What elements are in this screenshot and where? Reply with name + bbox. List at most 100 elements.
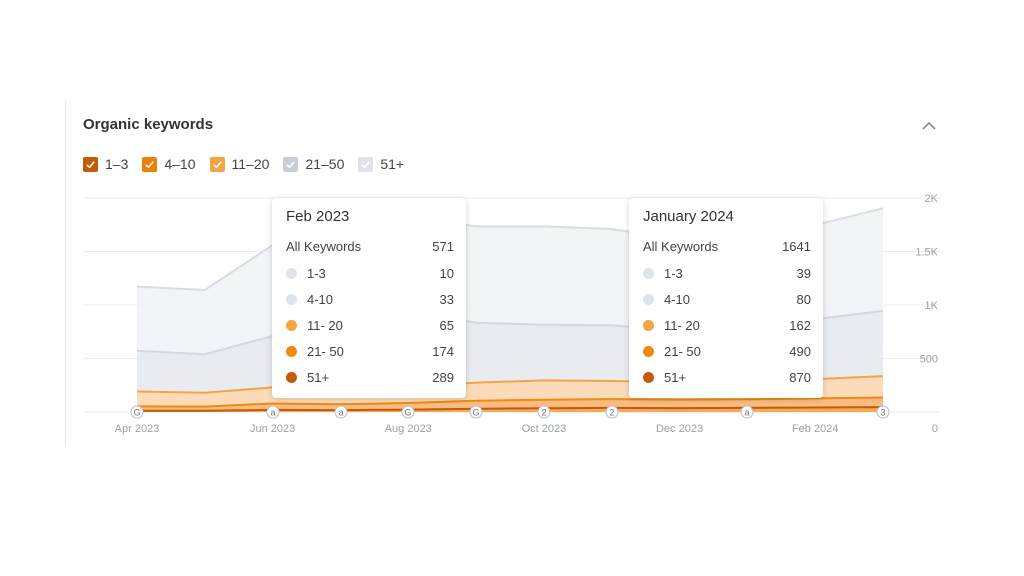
tooltip-row-value: 490	[789, 343, 811, 359]
event-marker-label: a	[270, 408, 275, 418]
organic-keywords-panel	[65, 100, 946, 445]
event-marker-label: a	[744, 408, 749, 418]
tooltip-row-label: 51+	[664, 369, 687, 385]
event-marker-icon[interactable]: a	[334, 405, 348, 419]
tooltip-row-value: 571	[432, 238, 454, 254]
series-dot-icon	[643, 345, 654, 357]
y-tick-label: 2K	[925, 193, 939, 205]
tooltip-row: 21- 50 490	[643, 338, 811, 364]
tooltip-row-value: 39	[796, 265, 811, 281]
tooltip-row: 4-10 33	[286, 286, 454, 312]
tooltip-row: 4-10 80	[643, 286, 811, 312]
event-marker-icon[interactable]: 3	[876, 405, 890, 419]
tooltip-row: 1-3 39	[643, 260, 811, 286]
tooltip-row-value: 80	[796, 291, 811, 307]
checkbox-icon[interactable]	[142, 156, 158, 172]
tooltip-row-label: 1-3	[307, 265, 326, 281]
tooltip-row: 1-3 10	[286, 260, 454, 286]
event-marker-icon[interactable]: a	[266, 405, 280, 419]
legend-label: 4–10	[164, 156, 196, 172]
checkbox-icon[interactable]	[283, 156, 299, 172]
tooltip-row: 51+ 289	[286, 364, 454, 390]
tooltip-row-label: 11- 20	[307, 317, 343, 333]
legend-label: 1–3	[105, 156, 129, 172]
event-marker-label: G	[133, 408, 140, 418]
event-marker-label: 2	[609, 408, 614, 418]
tooltip-january-2024: January 2024 All Keywords 1641 1-3 39 4-10 80 1…	[629, 198, 823, 398]
legend-item-3[interactable]: 21–50	[283, 156, 344, 172]
series-dot-icon	[643, 293, 654, 305]
x-tick-label: Dec 2023	[656, 423, 703, 435]
tooltip-heading: Feb 2023	[286, 208, 350, 225]
legend-label: 11–20	[231, 156, 270, 172]
tooltip-heading: January 2024	[643, 208, 734, 225]
tooltip-row-label: 51+	[307, 369, 330, 385]
checkbox-icon[interactable]	[209, 156, 225, 172]
x-tick-label: Oct 2023	[522, 423, 567, 435]
legend-item-4[interactable]: 51+	[358, 156, 404, 172]
x-tick-label: Feb 2024	[792, 423, 838, 435]
series-dot-icon	[643, 371, 654, 383]
event-marker-icon[interactable]: G	[469, 405, 483, 419]
series-dot-icon	[286, 371, 297, 383]
checkbox-icon[interactable]	[83, 156, 98, 172]
y-tick-label: 500	[920, 354, 938, 366]
tooltip-row-value: 870	[789, 369, 811, 385]
event-marker-label: 2	[541, 408, 546, 418]
tooltip-row-label: 21- 50	[664, 343, 701, 359]
tooltip-row-label: All Keywords	[286, 238, 362, 254]
legend-item-0[interactable]: 1–3	[83, 156, 128, 172]
event-marker-label: 3	[880, 408, 885, 418]
tooltip-feb-2023: Feb 2023 All Keywords 571 1-3 10 4-10 33 11- 20…	[272, 198, 466, 398]
tooltip-row-value: 33	[439, 291, 454, 307]
tooltip-row-label: 21- 50	[307, 343, 344, 359]
series-dot-icon	[286, 319, 297, 331]
tooltip-row: 51+ 870	[643, 364, 811, 390]
event-marker-icon[interactable]: G	[130, 405, 144, 419]
widget-title: Organic keywords	[83, 116, 214, 133]
tooltip-row-value: 289	[432, 369, 454, 385]
legend-label: 21–50	[305, 156, 345, 172]
tooltip-row: 11- 20 162	[643, 312, 811, 338]
checkbox-icon[interactable]	[358, 156, 374, 172]
tooltip-row-value: 10	[439, 265, 454, 281]
tooltip-row-label: All Keywords	[643, 238, 719, 254]
tooltip-row: 21- 50 174	[286, 338, 454, 364]
y-tick-label: 0	[932, 423, 938, 435]
series-line-4–10	[136, 396, 884, 408]
event-marker-icon[interactable]: a	[740, 405, 754, 419]
series-dot-icon	[643, 267, 654, 279]
legend: 1–3 4–10 11–20 21–50 51+	[83, 156, 404, 172]
series-dot-icon	[286, 293, 297, 305]
legend-item-1[interactable]: 4–10	[142, 156, 196, 172]
tooltip-row-value: 65	[439, 317, 454, 333]
tooltip-row-value: 162	[789, 317, 811, 333]
event-marker-label: G	[404, 408, 411, 418]
tooltip-all-keywords-row: All Keywords 1641	[643, 234, 811, 258]
tooltip-row-value: 1641	[782, 238, 811, 254]
legend-item-2[interactable]: 11–20	[209, 156, 270, 172]
x-tick-label: Jun 2023	[250, 423, 295, 435]
series-line-1–3	[137, 406, 884, 412]
collapse-chevron-icon[interactable]	[919, 116, 939, 136]
x-tick-label: Apr 2023	[115, 423, 160, 435]
series-dot-icon	[286, 345, 297, 357]
event-marker-icon[interactable]: 2	[537, 405, 551, 419]
tooltip-row: 11- 20 65	[286, 312, 454, 338]
series-dot-icon	[286, 267, 297, 279]
tooltip-row-value: 174	[432, 343, 454, 359]
event-marker-label: a	[338, 408, 343, 418]
x-tick-label: Aug 2023	[385, 423, 432, 435]
tooltip-row-label: 1-3	[664, 265, 683, 281]
y-tick-label: 1.5K	[915, 247, 938, 259]
event-marker-label: G	[472, 408, 479, 418]
legend-label: 51+	[380, 156, 405, 172]
tooltip-row-label: 11- 20	[664, 317, 700, 333]
event-marker-icon[interactable]: G	[401, 405, 415, 419]
event-marker-icon[interactable]: 2	[605, 405, 619, 419]
tooltip-all-keywords-row: All Keywords 571	[286, 234, 454, 258]
tooltip-row-label: 4-10	[664, 291, 691, 307]
tooltip-row-label: 4-10	[307, 291, 334, 307]
series-dot-icon	[643, 319, 654, 331]
